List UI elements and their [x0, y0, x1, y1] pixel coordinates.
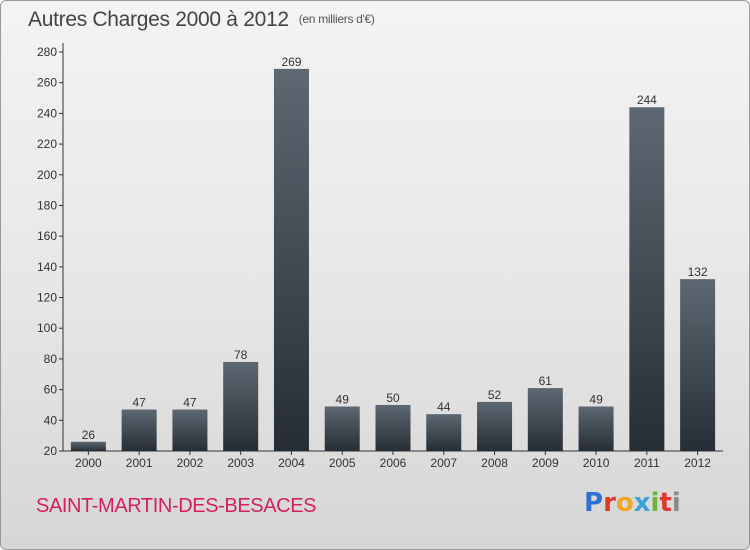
bar-2006 — [375, 404, 411, 451]
bar-2008 — [477, 401, 513, 451]
bar-2009 — [527, 388, 563, 451]
commune-name: SAINT-MARTIN-DES-BESACES — [36, 495, 317, 517]
y-tick-label: 260 — [37, 76, 57, 90]
x-tick-label-2003: 2003 — [227, 456, 254, 470]
y-tick-label: 160 — [37, 229, 57, 243]
logo-letter: r — [603, 488, 616, 518]
logo-letter: x — [633, 488, 651, 518]
y-tick-label: 240 — [37, 106, 57, 120]
x-tick-label-2009: 2009 — [532, 456, 559, 470]
y-tick-label: 280 — [37, 45, 57, 59]
x-tick-label-2004: 2004 — [278, 456, 305, 470]
x-tick-label-2011: 2011 — [634, 456, 660, 470]
bar-2011 — [629, 107, 665, 451]
data-label-2003: 78 — [234, 348, 248, 362]
bar-2001 — [121, 409, 157, 451]
data-label-2002: 47 — [183, 396, 197, 410]
bar-2005 — [324, 406, 360, 451]
bar-2003 — [223, 361, 259, 451]
x-tick-label-2007: 2007 — [430, 456, 457, 470]
x-tick-label-2000: 2000 — [75, 456, 102, 470]
y-tick-label: 60 — [44, 383, 58, 397]
logo-letter: i — [671, 488, 681, 518]
proxiti-logo: Proxiti — [584, 488, 681, 518]
x-tick-label-2001: 2001 — [126, 456, 153, 470]
data-label-2001: 47 — [132, 396, 146, 410]
data-label-2004: 269 — [281, 55, 301, 69]
x-tick-label-2012: 2012 — [684, 456, 711, 470]
data-label-2006: 50 — [386, 391, 400, 405]
logo-letter: t — [659, 488, 672, 518]
data-label-2008: 52 — [488, 388, 502, 402]
data-label-2012: 132 — [688, 265, 708, 279]
bar-2012 — [680, 279, 716, 451]
data-label-2011: 244 — [637, 93, 657, 107]
logo-letter: P — [584, 488, 604, 518]
unit-note: (en milliers d'€) — [298, 12, 375, 26]
y-tick-label: 80 — [44, 352, 58, 366]
x-tick-label-2010: 2010 — [583, 456, 610, 470]
bar-2002 — [172, 409, 208, 451]
bar-2000 — [70, 441, 106, 451]
logo-letter: o — [615, 488, 634, 518]
bar-2007 — [426, 414, 462, 451]
bar-2010 — [578, 406, 614, 451]
x-tick-label-2002: 2002 — [177, 456, 204, 470]
x-tick-label-2005: 2005 — [329, 456, 356, 470]
chart-title-text: Autres Charges 2000 à 2012 — [28, 8, 289, 31]
y-tick-label: 100 — [37, 321, 57, 335]
y-tick-label: 120 — [37, 291, 57, 305]
data-label-2010: 49 — [589, 392, 603, 406]
y-tick-label: 20 — [44, 444, 58, 458]
x-ticks: 2000 2001 2002 2003 2004 2005 2006 2007 2008 2009… — [75, 451, 711, 470]
x-tick-label-2006: 2006 — [380, 456, 407, 470]
y-tick-label: 140 — [37, 260, 57, 274]
y-tick-label: 220 — [37, 137, 57, 151]
y-tick-label: 200 — [37, 168, 57, 182]
y-ticks: 20 40 60 80 100 120 140 160 180 200 220 240 260 280 — [37, 45, 63, 458]
data-label-2000: 26 — [82, 428, 96, 442]
bar-2004 — [273, 68, 309, 451]
y-tick-label: 180 — [37, 198, 57, 212]
bars: 26 47 47 78 269 49 50 44 52 61 49 244 132 — [70, 55, 716, 451]
y-tick-label: 40 — [44, 413, 58, 427]
data-label-2005: 49 — [336, 392, 350, 406]
data-label-2007: 44 — [437, 400, 451, 414]
x-tick-label-2008: 2008 — [481, 456, 508, 470]
logo-letter: i — [650, 488, 660, 518]
data-label-2009: 61 — [539, 374, 553, 388]
chart-title: Autres Charges 2000 à 2012 (en milliers d… — [28, 8, 375, 32]
